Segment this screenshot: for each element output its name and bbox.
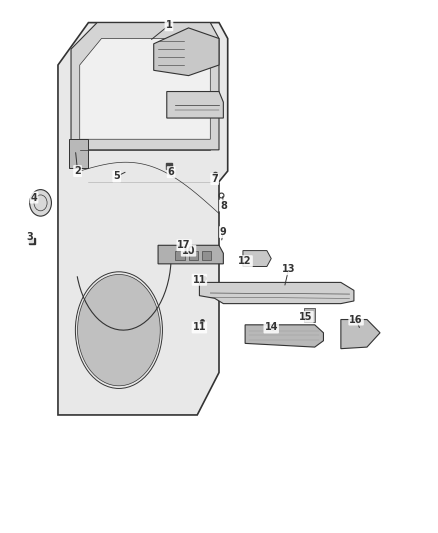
Text: 16: 16 [350,314,363,325]
Text: 4: 4 [31,192,37,203]
Text: 13: 13 [282,264,295,274]
Polygon shape [167,92,223,118]
Bar [304,309,315,321]
Text: 1: 1 [166,20,172,30]
Polygon shape [341,319,380,349]
Text: 9: 9 [220,227,227,237]
Text: 7: 7 [211,174,218,184]
Text: 12: 12 [238,256,252,266]
Polygon shape [58,22,228,415]
Polygon shape [199,282,354,304]
Polygon shape [243,251,271,266]
Polygon shape [245,325,323,347]
Bar [201,251,211,260]
Text: 10: 10 [182,246,195,256]
Bar [188,251,198,260]
Polygon shape [71,22,219,150]
Text: 15: 15 [299,312,313,322]
Bar [176,251,185,260]
Text: 14: 14 [265,322,278,333]
Text: 3: 3 [26,232,33,243]
Text: 6: 6 [168,167,174,177]
Bar [69,139,88,168]
Text: 5: 5 [113,172,120,181]
Polygon shape [80,38,210,139]
Text: 11: 11 [193,274,206,285]
Text: 11: 11 [193,322,206,333]
Polygon shape [158,245,223,264]
Text: 2: 2 [74,166,81,176]
Text: 8: 8 [220,200,227,211]
Text: 17: 17 [177,240,191,251]
Polygon shape [154,28,219,76]
Circle shape [30,190,51,216]
Ellipse shape [78,274,160,386]
